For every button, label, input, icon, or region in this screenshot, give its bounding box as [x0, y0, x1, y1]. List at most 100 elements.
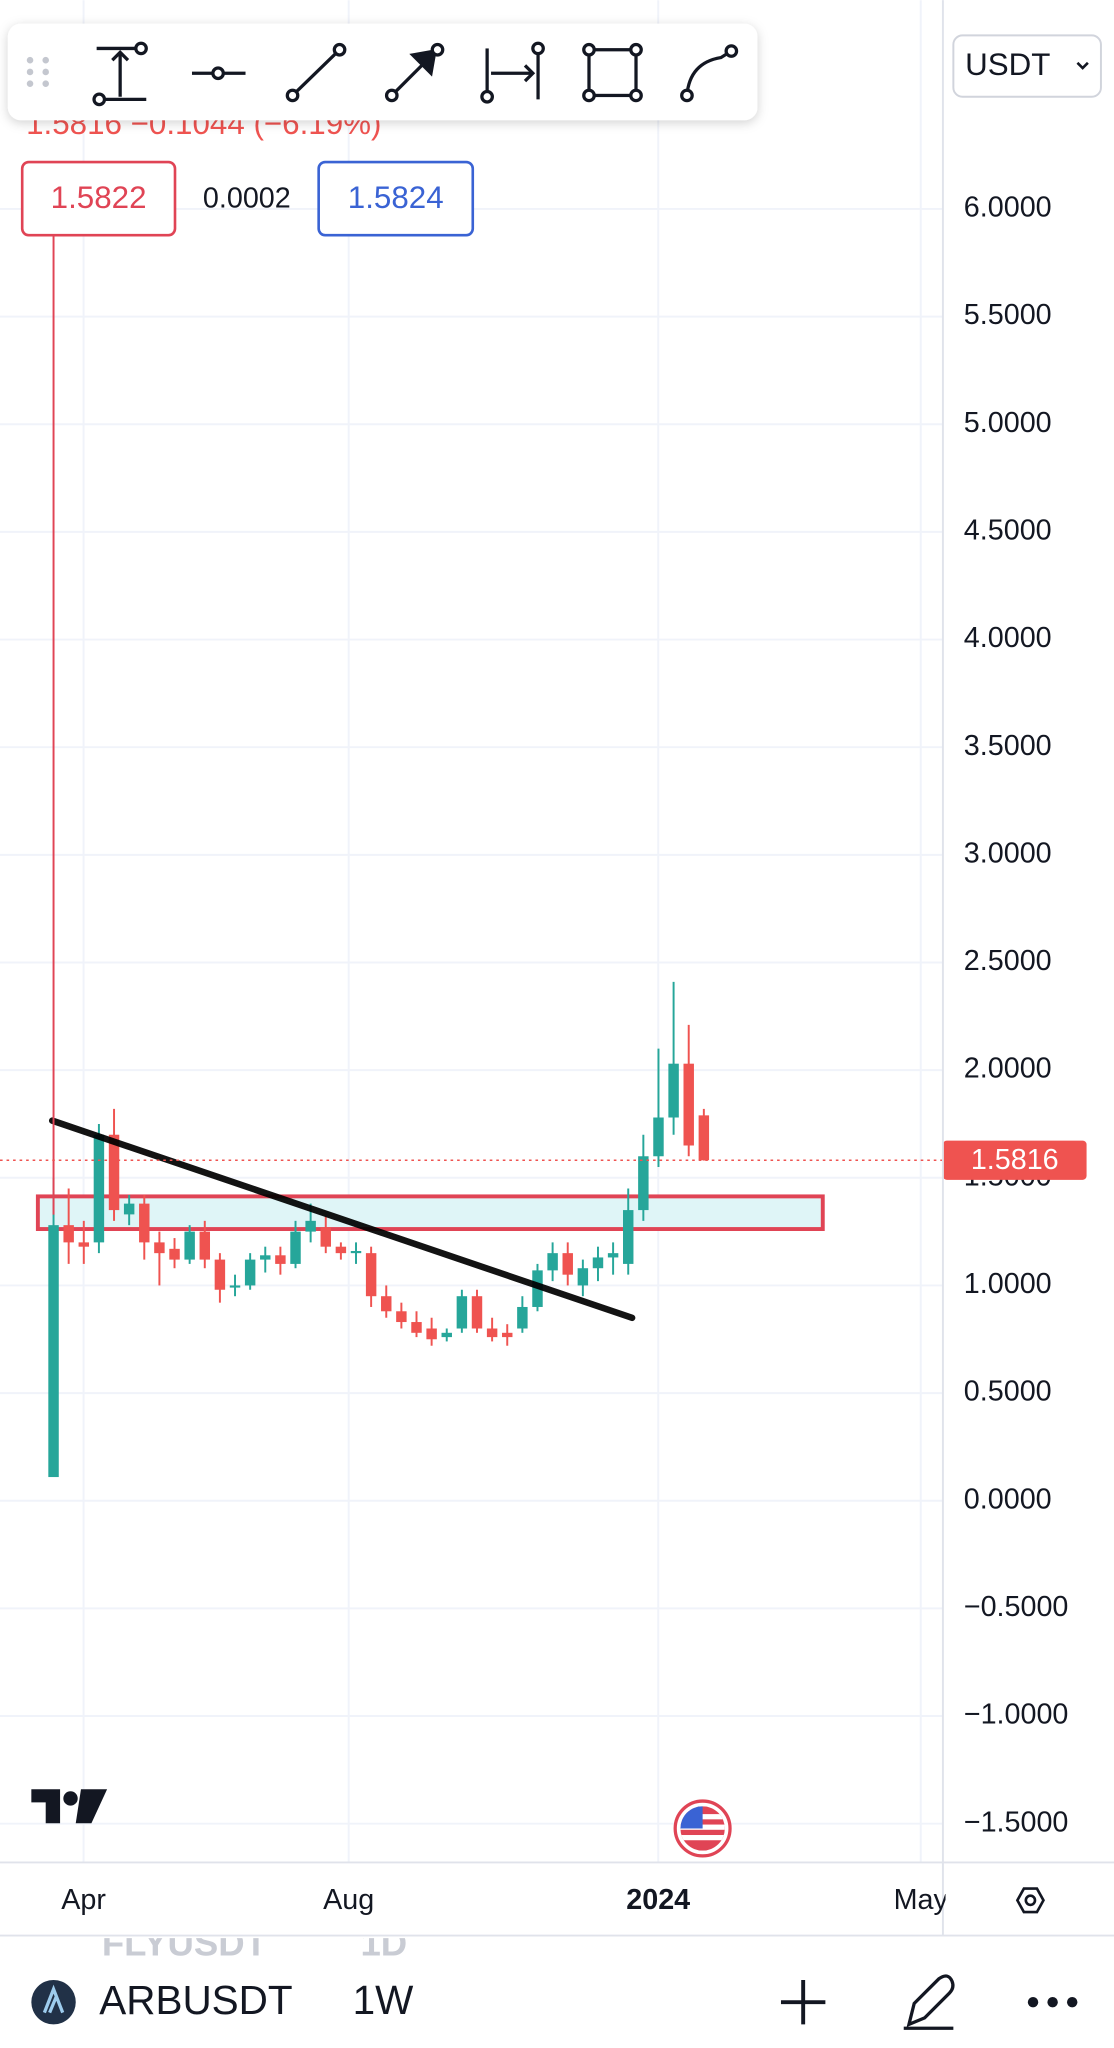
y-tick-label: 0.0000 — [964, 1483, 1052, 1515]
date-range-tool[interactable] — [480, 41, 545, 104]
candle-body — [63, 1225, 74, 1243]
candle-body — [623, 1210, 634, 1264]
candle-body — [683, 1063, 694, 1146]
candle-body — [607, 1253, 619, 1258]
y-tick-label: 6.0000 — [964, 192, 1052, 224]
candle-body — [108, 1134, 120, 1211]
y-tick-label: 4.5000 — [964, 514, 1052, 546]
trend-line-tool[interactable] — [285, 42, 347, 103]
candle-body — [275, 1255, 286, 1264]
candle-body — [638, 1156, 649, 1211]
candle-body — [698, 1115, 710, 1161]
measure-end-box — [317, 160, 475, 237]
candle-body — [426, 1328, 437, 1340]
candle-body — [411, 1322, 422, 1333]
y-tick-label: −0.5000 — [964, 1591, 1069, 1623]
candle-body — [48, 1225, 59, 1478]
flag-icon[interactable] — [673, 1799, 732, 1858]
more-button[interactable] — [1027, 1996, 1078, 2008]
y-tick-label: 2.5000 — [964, 945, 1052, 977]
x-tick-label: May — [894, 1884, 949, 1916]
ghost-symbol: FLYUSDT — [102, 1923, 267, 1964]
candle-body — [139, 1203, 150, 1243]
interval[interactable]: 1W — [353, 1977, 415, 2023]
y-axis: −1.5000 −1.0000 −0.5000 0.0000 0.5000 1.0000 1… — [964, 192, 1069, 1839]
candle-body — [290, 1231, 301, 1264]
candle-body — [456, 1296, 468, 1329]
candle-body — [93, 1134, 105, 1243]
path-tool[interactable] — [680, 44, 739, 103]
candle-body — [547, 1253, 558, 1271]
currency-dropdown[interactable]: USDT — [952, 34, 1102, 98]
dropdown-bg[interactable] — [952, 34, 1102, 98]
toolbar-bg — [7, 23, 758, 121]
settings-icon-dot — [1024, 1894, 1037, 1907]
candle-body — [78, 1242, 90, 1247]
candle-body — [471, 1296, 483, 1329]
symbol-icon-mark — [42, 1984, 65, 2014]
drawing-toolbar — [7, 23, 758, 121]
horizontal-ray-tool[interactable] — [191, 66, 246, 81]
candle-body — [653, 1117, 664, 1157]
last-price: 1.5816 — [0, 1140, 1087, 1180]
candle-body — [502, 1332, 513, 1338]
candle-body — [562, 1253, 573, 1275]
measure-end: 1.5824 — [348, 180, 444, 215]
candle-body — [229, 1285, 241, 1288]
drag-handle — [26, 56, 49, 87]
measure-start: 1.5822 — [51, 180, 147, 215]
candle-body — [577, 1268, 589, 1286]
ghost-interval: 1D — [360, 1923, 407, 1964]
x-tick-label: 2024 — [626, 1884, 690, 1916]
candle-body — [396, 1311, 407, 1323]
candle-body — [441, 1332, 452, 1338]
currency[interactable]: USDT — [965, 47, 1050, 82]
candle-body — [154, 1242, 165, 1254]
arrow-tool[interactable] — [384, 42, 445, 103]
last-price-label: 1.5816 — [971, 1144, 1059, 1176]
trend-line — [48, 1117, 636, 1322]
candle-body — [486, 1328, 498, 1338]
x-tick-label: Apr — [61, 1884, 106, 1916]
draw-button[interactable] — [903, 1974, 955, 2030]
chevron — [1076, 61, 1089, 70]
tv-logo — [31, 1789, 108, 1824]
symbol[interactable]: ARBUSDT — [99, 1977, 292, 2023]
grid — [0, 0, 943, 1863]
rectangle-tool[interactable] — [582, 42, 643, 103]
candle-body — [668, 1063, 679, 1118]
x-tick-label: Aug — [323, 1884, 374, 1916]
measure-start-box — [20, 160, 177, 237]
candle-body — [350, 1250, 362, 1254]
candle-body — [260, 1255, 271, 1260]
candle-body — [592, 1257, 604, 1269]
candle-body — [517, 1306, 528, 1329]
candle-body — [199, 1231, 211, 1260]
candles — [48, 981, 710, 1478]
bottom-bar: ARBUSDT 1W — [31, 1974, 1078, 2030]
candle-body — [123, 1203, 135, 1215]
x-axis: Apr Aug 2024 May — [61, 1884, 949, 1916]
candle-body — [184, 1231, 195, 1260]
candle-body — [244, 1259, 256, 1286]
candle-body — [305, 1220, 316, 1232]
y-tick-label: 3.0000 — [964, 837, 1052, 869]
last-price-box — [942, 1140, 1087, 1180]
y-tick-label: −1.0000 — [964, 1699, 1069, 1731]
y-tick-label: −1.5000 — [964, 1806, 1069, 1838]
candle-body — [214, 1259, 226, 1290]
x-labels: Apr Aug 2024 May — [61, 1884, 949, 1916]
candle-body — [365, 1253, 377, 1297]
y-tick-label: 1.0000 — [964, 1268, 1052, 1300]
candle-body — [169, 1248, 180, 1260]
add-button[interactable] — [780, 1979, 826, 2025]
measure-diff: 0.0002 — [203, 183, 291, 215]
price-range-tool[interactable] — [92, 41, 148, 107]
candle-body — [381, 1296, 392, 1312]
y-tick-label: 2.0000 — [964, 1053, 1052, 1085]
settings-icon[interactable] — [1015, 1887, 1045, 1914]
y-tick-label: 0.5000 — [964, 1376, 1052, 1408]
candle-body — [335, 1246, 347, 1254]
